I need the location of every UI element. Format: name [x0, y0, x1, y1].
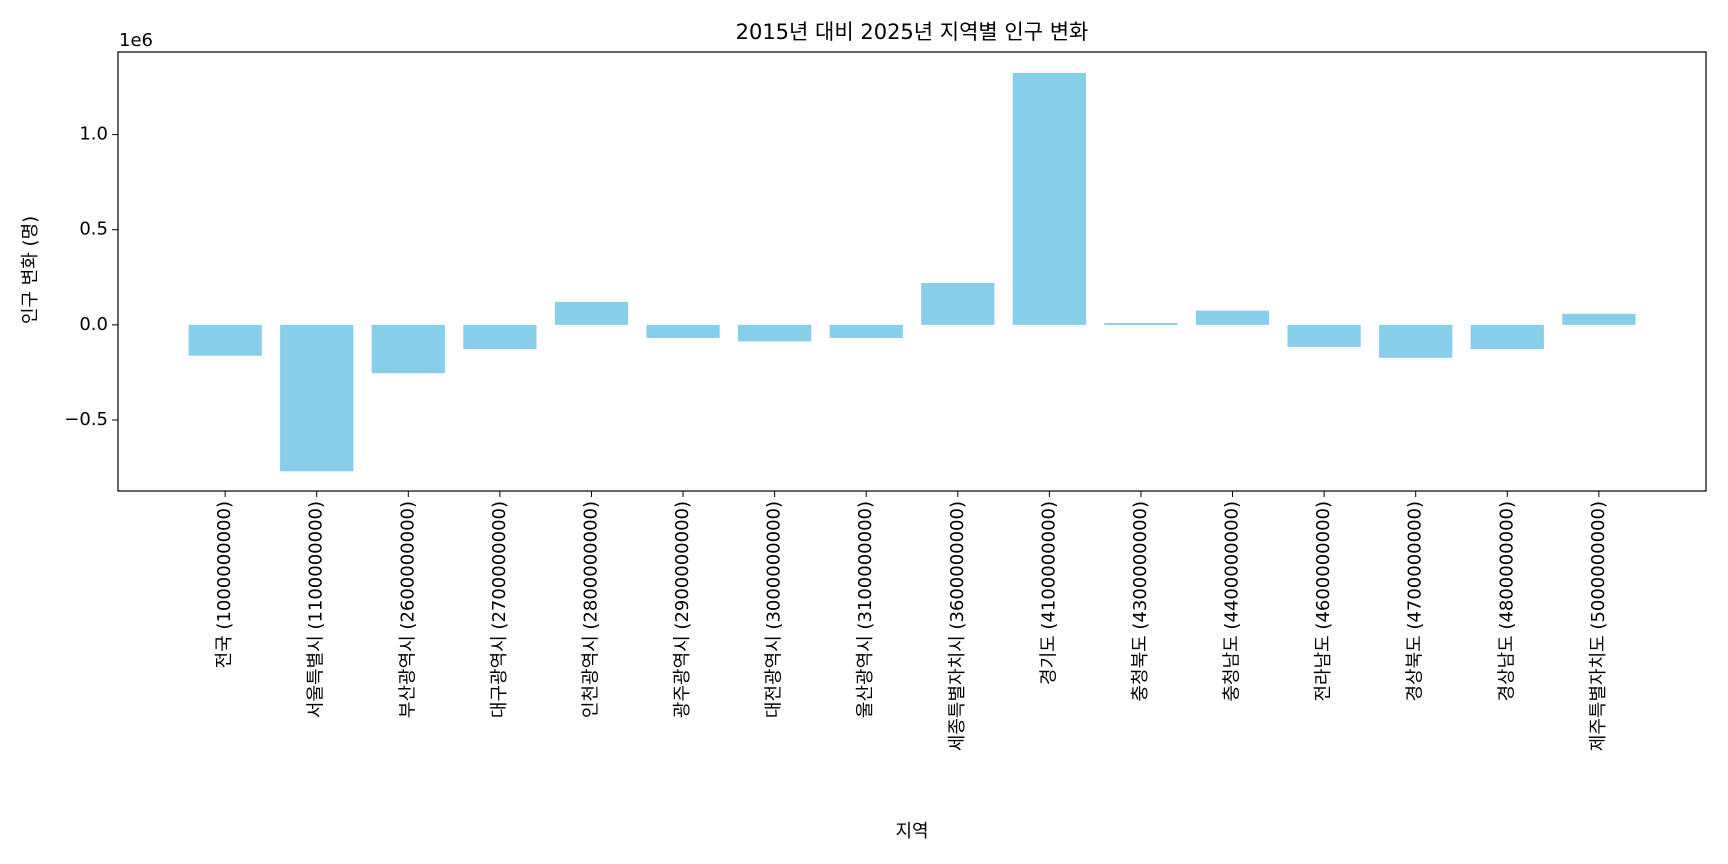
bar	[1379, 324, 1453, 358]
y-tick-label: −0.5	[64, 409, 108, 430]
bar	[829, 324, 903, 339]
x-tick-label: 대구광역시 (2700000000)	[489, 501, 510, 718]
x-tick-label: 제주특별자치도 (5000000000)	[1588, 501, 1609, 751]
x-tick-label: 인천광역시 (2800000000)	[580, 501, 601, 718]
bar	[1470, 324, 1544, 350]
bar	[554, 301, 629, 325]
x-tick-label: 세종특별자치시 (3600000000)	[947, 501, 968, 751]
bar	[1104, 322, 1178, 325]
x-tick-label: 광주광역시 (2900000000)	[672, 501, 693, 718]
x-tick-label: 전라남도 (4600000000)	[1313, 501, 1334, 702]
x-tick-label: 충청북도 (4300000000)	[1130, 501, 1151, 702]
x-tick-label: 부산광역시 (2600000000)	[397, 501, 418, 718]
y-axis-label: 인구 변화 (명)	[20, 216, 41, 324]
y-offset-label: 1e6	[119, 30, 153, 51]
bar	[1012, 72, 1087, 325]
chart-title: 2015년 대비 2025년 지역별 인구 변화	[736, 20, 1089, 44]
bar	[188, 324, 262, 356]
y-tick-label: 0.0	[79, 314, 108, 335]
bar	[1287, 324, 1361, 347]
bar	[1562, 313, 1636, 325]
plot-frame	[117, 51, 1707, 492]
y-tick-label: 1.0	[79, 124, 108, 145]
x-tick-label: 충청남도 (4400000000)	[1222, 501, 1243, 702]
bar	[646, 324, 720, 339]
x-tick-label: 경상북도 (4700000000)	[1405, 501, 1426, 702]
x-tick-label: 경상남도 (4800000000)	[1496, 501, 1517, 702]
x-tick-label: 경기도 (4100000000)	[1038, 501, 1059, 685]
y-tick-label: 0.5	[79, 219, 108, 240]
bar	[463, 324, 537, 350]
bar	[737, 324, 812, 342]
bar	[280, 324, 354, 472]
x-tick-label: 울산광역시 (3100000000)	[855, 501, 876, 718]
x-tick-label: 서울특별시 (1100000000)	[306, 501, 327, 718]
bar	[1195, 310, 1270, 325]
x-axis-label: 지역	[895, 821, 928, 842]
x-tick-label: 전국 (1000000000)	[214, 501, 235, 668]
bar	[371, 324, 445, 374]
x-tick-label: 대전광역시 (3000000000)	[764, 501, 785, 718]
bar	[921, 283, 995, 325]
